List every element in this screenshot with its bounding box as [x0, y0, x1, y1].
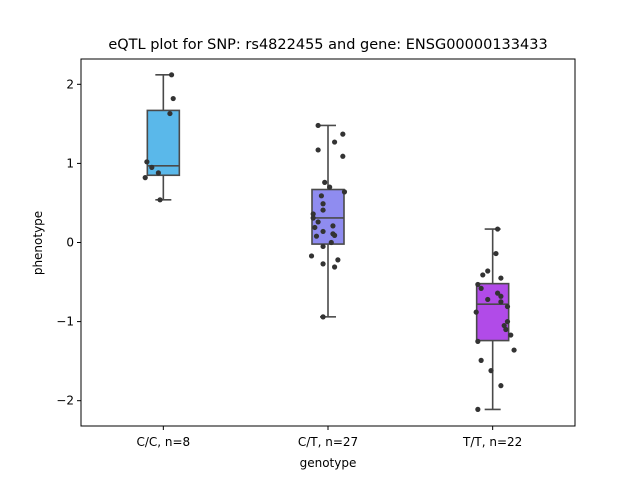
- data-point: [320, 314, 326, 320]
- data-point: [503, 326, 509, 333]
- data-point: [341, 189, 348, 195]
- data-point: [328, 239, 334, 246]
- data-point: [170, 95, 176, 102]
- data-point: [478, 285, 484, 291]
- data-point: [340, 153, 346, 159]
- data-point: [495, 290, 501, 296]
- data-point: [144, 159, 150, 165]
- y-tick-label: −2: [56, 394, 74, 408]
- data-point: [495, 226, 501, 232]
- data-point: [335, 257, 341, 263]
- data-point: [315, 122, 321, 129]
- data-point: [322, 179, 328, 185]
- data-point: [331, 139, 338, 145]
- x-tick-label: C/T, n=27: [298, 435, 358, 449]
- data-point: [330, 223, 336, 229]
- data-point: [308, 253, 315, 259]
- iqr-box: [146, 109, 181, 177]
- data-point: [501, 322, 507, 329]
- data-point: [498, 293, 504, 299]
- y-tick-label: 2: [66, 77, 74, 91]
- iqr-box: [475, 282, 510, 342]
- data-point: [493, 250, 499, 257]
- data-point: [480, 272, 486, 278]
- data-point: [320, 207, 326, 213]
- data-point: [313, 233, 320, 239]
- data-point: [142, 175, 148, 181]
- data-point: [485, 268, 491, 274]
- x-axis-label: genotype: [300, 456, 357, 470]
- y-axis-label: phenotype: [31, 211, 45, 275]
- y-tick-label: −1: [56, 315, 74, 329]
- data-point: [320, 228, 326, 235]
- data-point: [475, 338, 481, 344]
- data-point: [488, 368, 494, 374]
- data-point: [149, 164, 155, 170]
- data-point: [155, 170, 161, 176]
- data-point: [508, 332, 514, 338]
- data-point: [320, 261, 326, 267]
- data-point: [327, 184, 333, 190]
- data-point: [320, 243, 326, 250]
- data-point: [340, 131, 346, 137]
- data-point: [310, 211, 316, 217]
- data-point: [318, 193, 325, 199]
- y-tick-label: 0: [66, 236, 74, 250]
- data-point: [475, 281, 481, 288]
- data-point: [310, 215, 316, 221]
- data-point: [167, 110, 173, 117]
- data-point: [168, 72, 175, 78]
- data-point: [473, 309, 479, 315]
- x-tick-label: T/T, n=22: [462, 435, 522, 449]
- data-point: [312, 224, 318, 231]
- data-point: [511, 347, 517, 353]
- data-point: [331, 232, 338, 238]
- plot-area: 2 1 0 −1 −2 C/C, n=8 C/T, n=27 T/T, n=22: [56, 72, 522, 449]
- data-point: [478, 357, 484, 363]
- data-point: [485, 296, 491, 303]
- data-point: [331, 264, 338, 270]
- data-point: [498, 299, 504, 305]
- data-point: [157, 197, 163, 203]
- chart-title: eQTL plot for SNP: rs4822455 and gene: E…: [108, 37, 547, 53]
- data-point: [498, 275, 504, 281]
- data-point: [498, 383, 504, 389]
- outlier-point: [475, 406, 481, 412]
- data-point: [504, 303, 511, 310]
- data-point: [320, 201, 326, 207]
- data-point: [315, 147, 321, 153]
- data-point: [504, 318, 511, 325]
- y-tick-label: 1: [66, 156, 74, 170]
- axes-frame: [80, 58, 576, 427]
- data-point: [315, 219, 321, 225]
- x-tick-label: C/C, n=8: [136, 435, 190, 449]
